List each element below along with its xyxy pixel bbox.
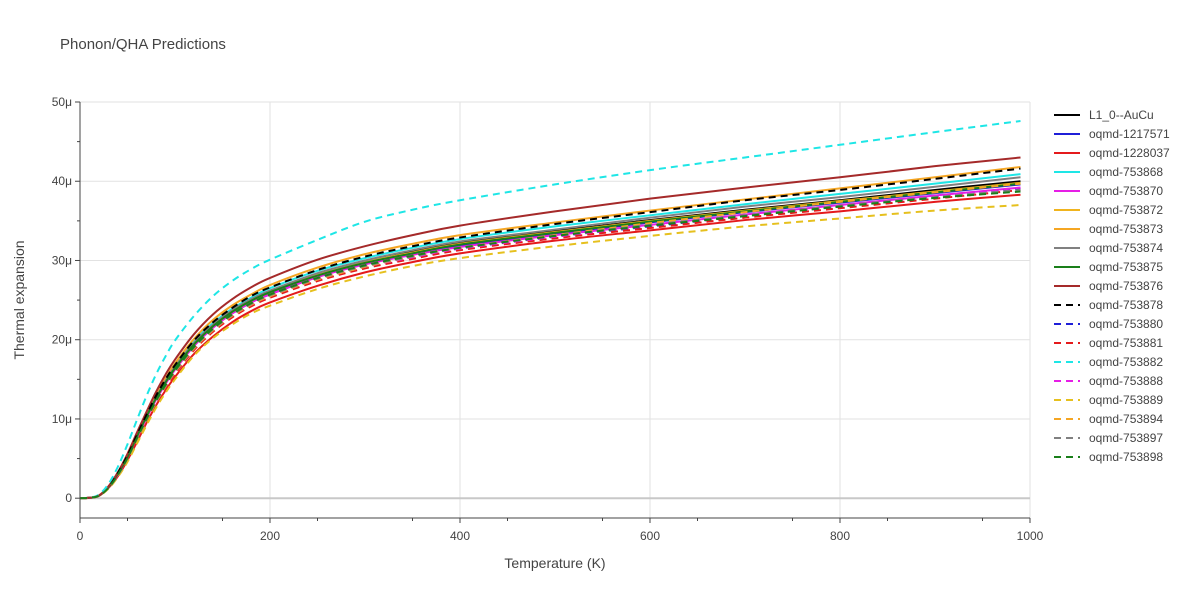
grid <box>80 101 1031 518</box>
legend-item-oqmd-1228037[interactable]: oqmd-1228037 <box>1054 146 1170 160</box>
legend-item-oqmd-753872[interactable]: oqmd-753872 <box>1054 203 1163 217</box>
legend-item-oqmd-753874[interactable]: oqmd-753874 <box>1054 241 1163 255</box>
y-tick-label: 10μ <box>52 412 72 426</box>
y-tick-label: 30μ <box>52 253 72 267</box>
legend-item-L1_0--AuCu[interactable]: L1_0--AuCu <box>1054 108 1154 122</box>
series-line-oqmd-1228037 <box>79 193 1021 500</box>
legend-label: oqmd-753873 <box>1089 222 1163 236</box>
legend-item-oqmd-753870[interactable]: oqmd-753870 <box>1054 184 1163 198</box>
legend-label: oqmd-753878 <box>1089 298 1163 312</box>
series-lines <box>79 120 1021 500</box>
legend-label: oqmd-753894 <box>1089 412 1163 426</box>
series-line-oqmd-753889 <box>79 204 1021 500</box>
legend-label: oqmd-753881 <box>1089 336 1163 350</box>
legend-label: oqmd-753875 <box>1089 260 1163 274</box>
y-tick-label: 20μ <box>52 333 72 347</box>
legend-item-oqmd-753889[interactable]: oqmd-753889 <box>1054 393 1163 407</box>
legend-item-oqmd-753894[interactable]: oqmd-753894 <box>1054 412 1163 426</box>
legend-item-oqmd-753881[interactable]: oqmd-753881 <box>1054 336 1163 350</box>
x-tick-label: 800 <box>830 529 850 543</box>
legend-item-oqmd-753875[interactable]: oqmd-753875 <box>1054 260 1163 274</box>
legend-label: oqmd-1228037 <box>1089 146 1170 160</box>
legend-item-oqmd-753878[interactable]: oqmd-753878 <box>1054 298 1163 312</box>
legend-label: oqmd-753870 <box>1089 184 1163 198</box>
legend-item-oqmd-753876[interactable]: oqmd-753876 <box>1054 279 1163 293</box>
legend-label: oqmd-753872 <box>1089 203 1163 217</box>
legend-item-oqmd-753897[interactable]: oqmd-753897 <box>1054 431 1163 445</box>
legend-label: oqmd-753874 <box>1089 241 1163 255</box>
legend-item-oqmd-753873[interactable]: oqmd-753873 <box>1054 222 1163 236</box>
series-line-oqmd-753874 <box>79 176 1021 500</box>
y-tick-label: 40μ <box>52 174 72 188</box>
series-line-oqmd-753898 <box>79 190 1021 500</box>
legend[interactable]: L1_0--AuCu oqmd-1217571 oqmd-1228037 oqmd-7… <box>1054 108 1170 464</box>
legend-item-oqmd-753880[interactable]: oqmd-753880 <box>1054 317 1163 331</box>
legend-label: oqmd-1217571 <box>1089 127 1170 141</box>
legend-item-oqmd-753882[interactable]: oqmd-753882 <box>1054 355 1163 369</box>
axes: 0 200 400 600 800 1000 0 10μ 20μ 30μ 40μ 50μ <box>52 95 1044 543</box>
x-tick-label: 0 <box>77 529 84 543</box>
y-axis-title: Thermal expansion <box>11 240 27 359</box>
legend-item-oqmd-753888[interactable]: oqmd-753888 <box>1054 374 1163 388</box>
legend-item-oqmd-1217571[interactable]: oqmd-1217571 <box>1054 127 1170 141</box>
legend-label: oqmd-753882 <box>1089 355 1163 369</box>
series-line-oqmd-753876 <box>79 156 1021 500</box>
legend-label: oqmd-753897 <box>1089 431 1163 445</box>
legend-label: oqmd-753898 <box>1089 450 1163 464</box>
legend-item-oqmd-753868[interactable]: oqmd-753868 <box>1054 165 1163 179</box>
y-tick-label: 50μ <box>52 95 72 109</box>
legend-label: oqmd-753868 <box>1089 165 1163 179</box>
legend-label: oqmd-753876 <box>1089 279 1163 293</box>
x-tick-label: 400 <box>450 529 470 543</box>
legend-label: oqmd-753888 <box>1089 374 1163 388</box>
legend-item-oqmd-753898[interactable]: oqmd-753898 <box>1054 450 1163 464</box>
legend-label: L1_0--AuCu <box>1089 108 1154 122</box>
legend-label: oqmd-753889 <box>1089 393 1163 407</box>
x-tick-label: 1000 <box>1017 529 1044 543</box>
chart-title: Phonon/QHA Predictions <box>60 36 226 53</box>
series-line-oqmd-753878 <box>79 167 1021 500</box>
legend-label: oqmd-753880 <box>1089 317 1163 331</box>
x-axis-title: Temperature (K) <box>504 555 605 571</box>
x-tick-label: 200 <box>260 529 280 543</box>
x-tick-label: 600 <box>640 529 660 543</box>
y-tick-label: 0 <box>65 491 72 505</box>
series-line-oqmd-753873 <box>79 165 1021 500</box>
series-line-oqmd-753882 <box>79 120 1021 500</box>
